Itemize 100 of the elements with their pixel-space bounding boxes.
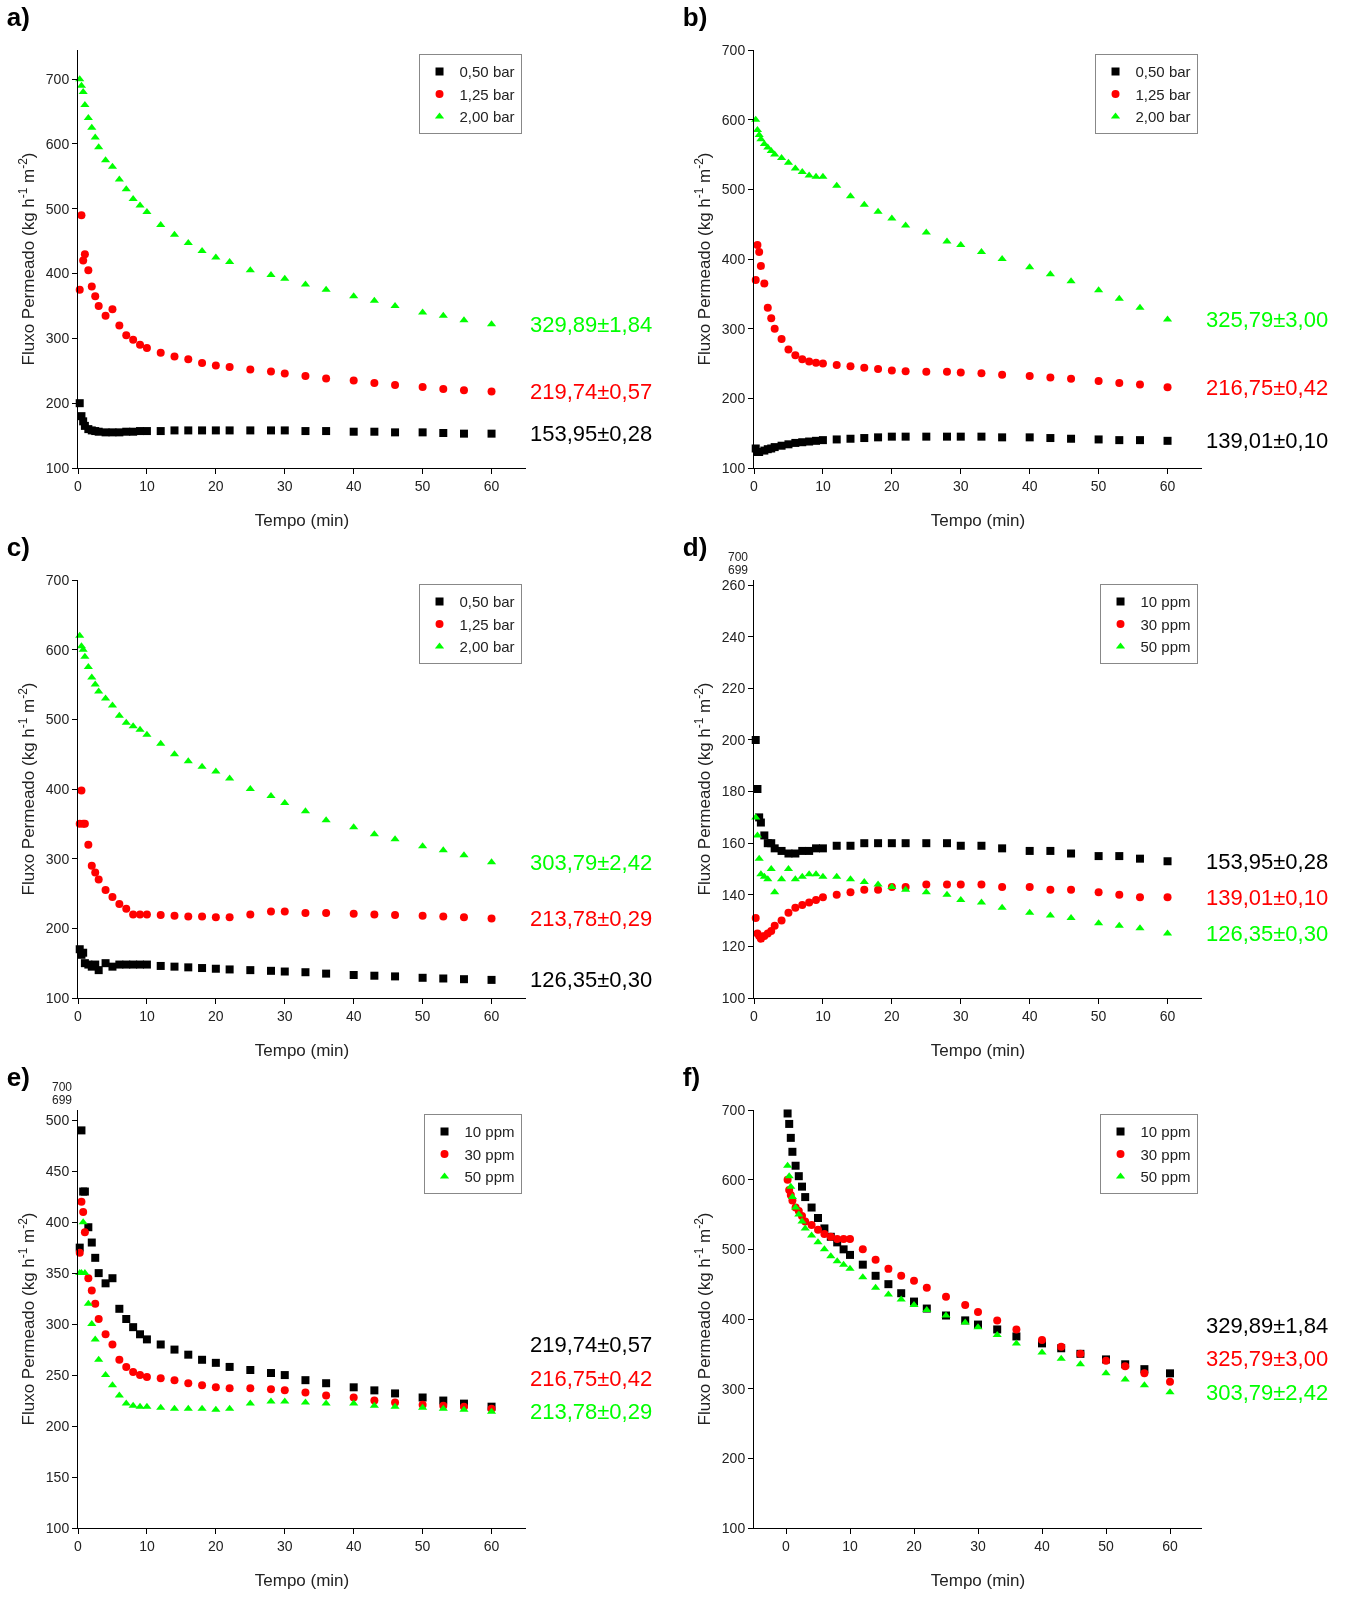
legend-label: 1,25 bar — [459, 85, 515, 103]
legend-label: 0,50 bar — [1135, 63, 1191, 81]
text: 213,78±0,29 — [530, 906, 653, 931]
y-tick-label: 600 — [721, 111, 746, 128]
y-tick-label: 700 — [45, 71, 70, 88]
y-tick-label: 200 — [45, 1417, 70, 1434]
legend-label: 1,25 bar — [1135, 85, 1191, 103]
y-tick-label: 100 — [721, 459, 746, 476]
legend-label: 0,50 bar — [459, 63, 515, 81]
y-tick-label: 400 — [45, 1214, 70, 1231]
y-tick-label: 200 — [45, 395, 70, 412]
x-tick-label: 20 — [906, 1537, 922, 1554]
y-tick-label: 300 — [721, 1380, 746, 1397]
legend-label: 30 ppm — [464, 1145, 515, 1163]
x-tick-label: 0 — [750, 1007, 759, 1024]
x-tick-label: 10 — [815, 1007, 831, 1024]
y-tick-label: 200 — [721, 390, 746, 407]
y-tick-label: 400 — [721, 250, 746, 267]
x-tick-label: 10 — [139, 477, 155, 494]
x-tick-label: 20 — [208, 477, 224, 494]
x-tick-label: 10 — [842, 1537, 858, 1554]
text: 139,01±0,10 — [1206, 428, 1329, 453]
legend-label: 30 ppm — [1140, 615, 1191, 633]
x-tick-label: 60 — [483, 477, 500, 494]
text: 126,35±0,30 — [530, 967, 653, 992]
y-tick-label: 150 — [45, 1468, 70, 1485]
y-tick-label: 500 — [721, 1241, 746, 1258]
x-axis-title: Tempo (min) — [930, 1571, 1026, 1590]
x-tick-label: 30 — [970, 1537, 986, 1554]
chart-title: a) — [6, 2, 30, 33]
chart-title: b) — [682, 2, 708, 33]
y-tick-label: 120 — [721, 938, 746, 955]
y-tick-label: 300 — [721, 320, 746, 337]
y-tick-label: 600 — [45, 135, 70, 152]
x-tick-label: 30 — [276, 1537, 293, 1554]
y-tick-label: 260 — [721, 577, 746, 594]
text: 219,74±0,57 — [530, 1332, 653, 1357]
x-tick-label: 0 — [74, 1007, 83, 1024]
x-tick-label: 0 — [782, 1537, 791, 1554]
x-tick-label: 10 — [139, 1007, 155, 1024]
chart-title: e) — [6, 1062, 30, 1093]
x-tick-label: 30 — [952, 1007, 969, 1024]
x-axis-title: Tempo (min) — [254, 1571, 350, 1590]
y-tick-label: 700 — [45, 571, 70, 588]
x-tick-label: 40 — [345, 477, 362, 494]
x-tick-label: 0 — [74, 477, 83, 494]
x-axis-title: Tempo (min) — [930, 1041, 1026, 1060]
text: 325,79±3,00 — [1206, 1346, 1329, 1371]
y-tick-label: 200 — [721, 1450, 746, 1467]
x-tick-label: 10 — [139, 1537, 155, 1554]
x-tick-label: 30 — [952, 477, 969, 494]
y-tick-label: 140 — [721, 886, 746, 903]
x-tick-label: 60 — [1162, 1537, 1178, 1554]
x-tick-label: 20 — [884, 477, 900, 494]
y-tick-label: 220 — [721, 680, 746, 697]
y-tick-label: 700 — [721, 1101, 746, 1118]
x-tick-label: 60 — [483, 1007, 500, 1024]
y-tick-label: 700 — [721, 41, 746, 58]
y-tick-label: 400 — [45, 780, 70, 797]
legend-label: 1,25 bar — [459, 615, 515, 633]
legend-label: 50 ppm — [1140, 1168, 1191, 1186]
x-axis-title: Tempo (min) — [930, 511, 1026, 530]
y-tick-label: 100 — [45, 1519, 70, 1536]
y-tick-label: 600 — [45, 641, 70, 658]
x-tick-label: 50 — [414, 1537, 431, 1554]
text: 139,01±0,10 — [1206, 885, 1329, 910]
text: 325,79±3,00 — [1206, 307, 1329, 332]
x-tick-label: 0 — [750, 477, 759, 494]
x-tick-label: 40 — [1021, 1007, 1038, 1024]
y-tick-label: 600 — [721, 1171, 746, 1188]
x-tick-label: 0 — [74, 1537, 83, 1554]
x-axis-title: Tempo (min) — [254, 511, 350, 530]
y-tick-label: 100 — [721, 989, 746, 1006]
legend-label: 2,00 bar — [459, 108, 515, 126]
x-tick-label: 50 — [1090, 477, 1107, 494]
y-tick-label: 300 — [45, 1316, 70, 1332]
x-tick-label: 20 — [208, 1537, 224, 1554]
text: 216,75±0,42 — [530, 1366, 653, 1391]
y-tick-label: 500 — [45, 1112, 70, 1129]
y-tick-label: 100 — [45, 989, 70, 1006]
y-tick-label: 400 — [721, 1310, 746, 1327]
x-tick-label: 60 — [1159, 477, 1176, 494]
x-tick-label: 40 — [1034, 1537, 1050, 1554]
text: 699 — [728, 563, 749, 577]
x-tick-label: 10 — [815, 477, 831, 494]
text: 699 — [52, 1093, 73, 1107]
x-tick-label: 50 — [1098, 1537, 1114, 1554]
legend-label: 30 ppm — [1140, 1145, 1191, 1163]
x-tick-label: 30 — [276, 477, 293, 494]
x-tick-label: 40 — [345, 1537, 362, 1554]
legend-label: 50 ppm — [1140, 638, 1191, 656]
legend-label: 2,00 bar — [1135, 108, 1191, 126]
text: 126,35±0,30 — [1206, 921, 1329, 946]
x-tick-label: 20 — [208, 1007, 224, 1024]
y-tick-label: 400 — [45, 265, 70, 282]
y-tick-label: 500 — [45, 711, 70, 728]
y-tick-label: 160 — [721, 835, 746, 852]
x-tick-label: 50 — [414, 477, 431, 494]
x-tick-label: 30 — [276, 1007, 293, 1024]
x-tick-label: 40 — [1021, 477, 1038, 494]
